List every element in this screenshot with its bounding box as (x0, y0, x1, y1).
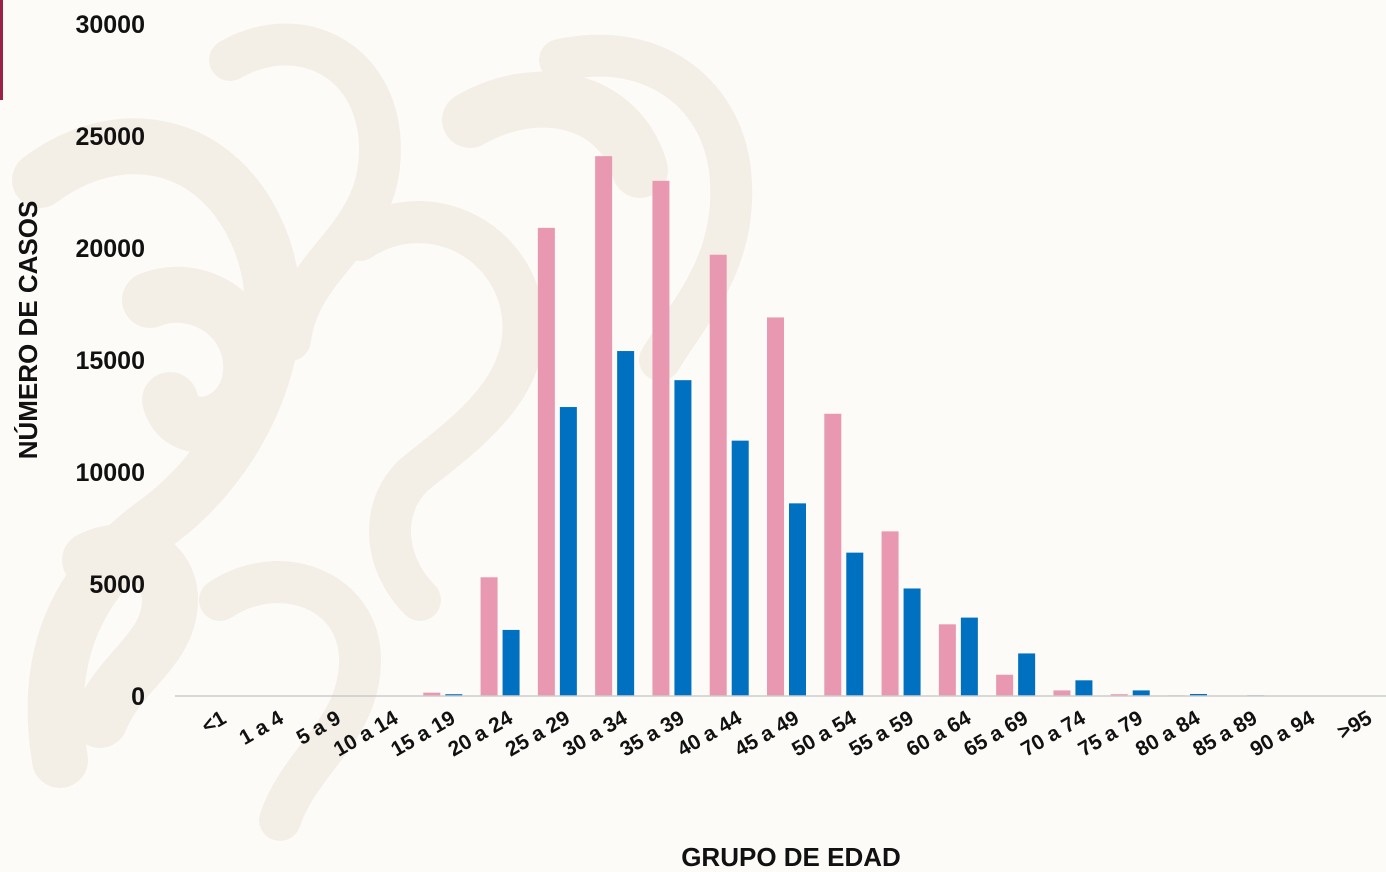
x-tick-label: 30 a 34 (559, 706, 631, 761)
y-tick-label: 30000 (75, 11, 145, 39)
x-tick-label: 50 a 54 (788, 706, 860, 761)
x-tick-label: 20 a 24 (444, 706, 516, 761)
y-tick-label: 20000 (75, 235, 145, 263)
y-axis-title: NÚMERO DE CASOS (13, 201, 43, 460)
x-tick-label: 65 a 69 (960, 706, 1032, 761)
x-tick-label: 45 a 49 (731, 706, 803, 761)
bar-series-2 (1132, 690, 1150, 696)
watermark-stroke (209, 23, 402, 361)
bar-series-1 (1053, 690, 1071, 696)
x-tick-label: 40 a 44 (674, 706, 746, 761)
bar-series-2 (559, 407, 577, 696)
y-tick-label: 0 (131, 683, 145, 711)
accent-bar (0, 0, 3, 100)
x-tick-label: 60 a 64 (903, 706, 975, 761)
y-tick-label: 15000 (75, 347, 145, 375)
y-tick-label: 10000 (75, 459, 145, 487)
bar-series-2 (903, 588, 921, 696)
bar-series-1 (767, 317, 784, 696)
y-tick-label: 5000 (89, 571, 145, 599)
watermark-stroke (339, 201, 545, 621)
bar-series-2 (960, 617, 978, 696)
bar-series-1 (938, 624, 956, 696)
bar-series-1 (1110, 694, 1128, 696)
bar-series-2 (674, 380, 692, 696)
bar-series-2 (846, 552, 864, 696)
bar-series-1 (480, 577, 498, 696)
bar-series-2 (1075, 680, 1093, 696)
bar-series-2 (617, 351, 635, 696)
bar-series-2 (502, 629, 520, 696)
x-tick-label: <1 (198, 706, 231, 738)
y-axis-ticks: 0 5000 10000 15000 20000 25000 30000 (75, 11, 145, 711)
watermark-stroke (199, 561, 382, 841)
bar-series-1 (881, 531, 899, 696)
watermark-stroke (539, 34, 753, 381)
watermark-stroke (122, 266, 280, 453)
x-tick-label: 15 a 19 (387, 706, 459, 761)
x-tick-label: 55 a 59 (845, 706, 917, 761)
watermark-stroke (62, 524, 199, 748)
x-axis-title: GRUPO DE EDAD (681, 842, 901, 872)
x-tick-label: 85 a 89 (1189, 706, 1261, 761)
bar-series-2 (731, 440, 749, 696)
bar-series-1 (595, 156, 613, 696)
bars-group (273, 156, 1265, 697)
bar-series-2 (445, 694, 463, 696)
bar-series-1 (652, 180, 670, 697)
bar-series-1 (996, 674, 1014, 696)
bar-series-1 (423, 692, 441, 696)
x-tick-label: 70 a 74 (1017, 706, 1089, 761)
watermark-stroke (442, 71, 668, 198)
x-tick-label: 90 a 94 (1246, 706, 1318, 761)
bar-series-1 (537, 227, 555, 696)
y-tick-label: 25000 (75, 123, 145, 151)
background-watermark (12, 23, 753, 841)
x-tick-label: 80 a 84 (1132, 706, 1204, 761)
x-tick-label: 25 a 29 (502, 706, 574, 761)
bar-series-2 (1190, 693, 1207, 696)
bar-series-1 (709, 254, 727, 696)
x-tick-label: 1 a 4 (235, 706, 287, 749)
x-tick-label: >95 (1334, 706, 1377, 744)
x-tick-label: 75 a 79 (1075, 706, 1147, 761)
bar-series-2 (1018, 653, 1036, 696)
bar-series-2 (789, 503, 806, 696)
bar-series-1 (824, 413, 842, 696)
x-tick-label: 35 a 39 (616, 706, 688, 761)
